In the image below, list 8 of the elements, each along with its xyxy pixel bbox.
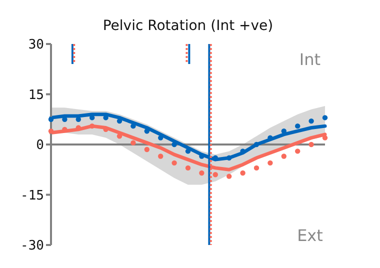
y-tick-label: 0 bbox=[36, 138, 44, 154]
y-tick-label: -30 bbox=[20, 238, 44, 254]
annotation: Ext bbox=[297, 226, 323, 245]
annotation: Int bbox=[299, 50, 321, 69]
y-tick-label: 15 bbox=[28, 88, 44, 103]
chart-title: Pelvic Rotation (Int +ve) bbox=[102, 18, 274, 34]
y-tick-label: 30 bbox=[28, 38, 44, 53]
y-tick-label: -15 bbox=[20, 188, 44, 204]
